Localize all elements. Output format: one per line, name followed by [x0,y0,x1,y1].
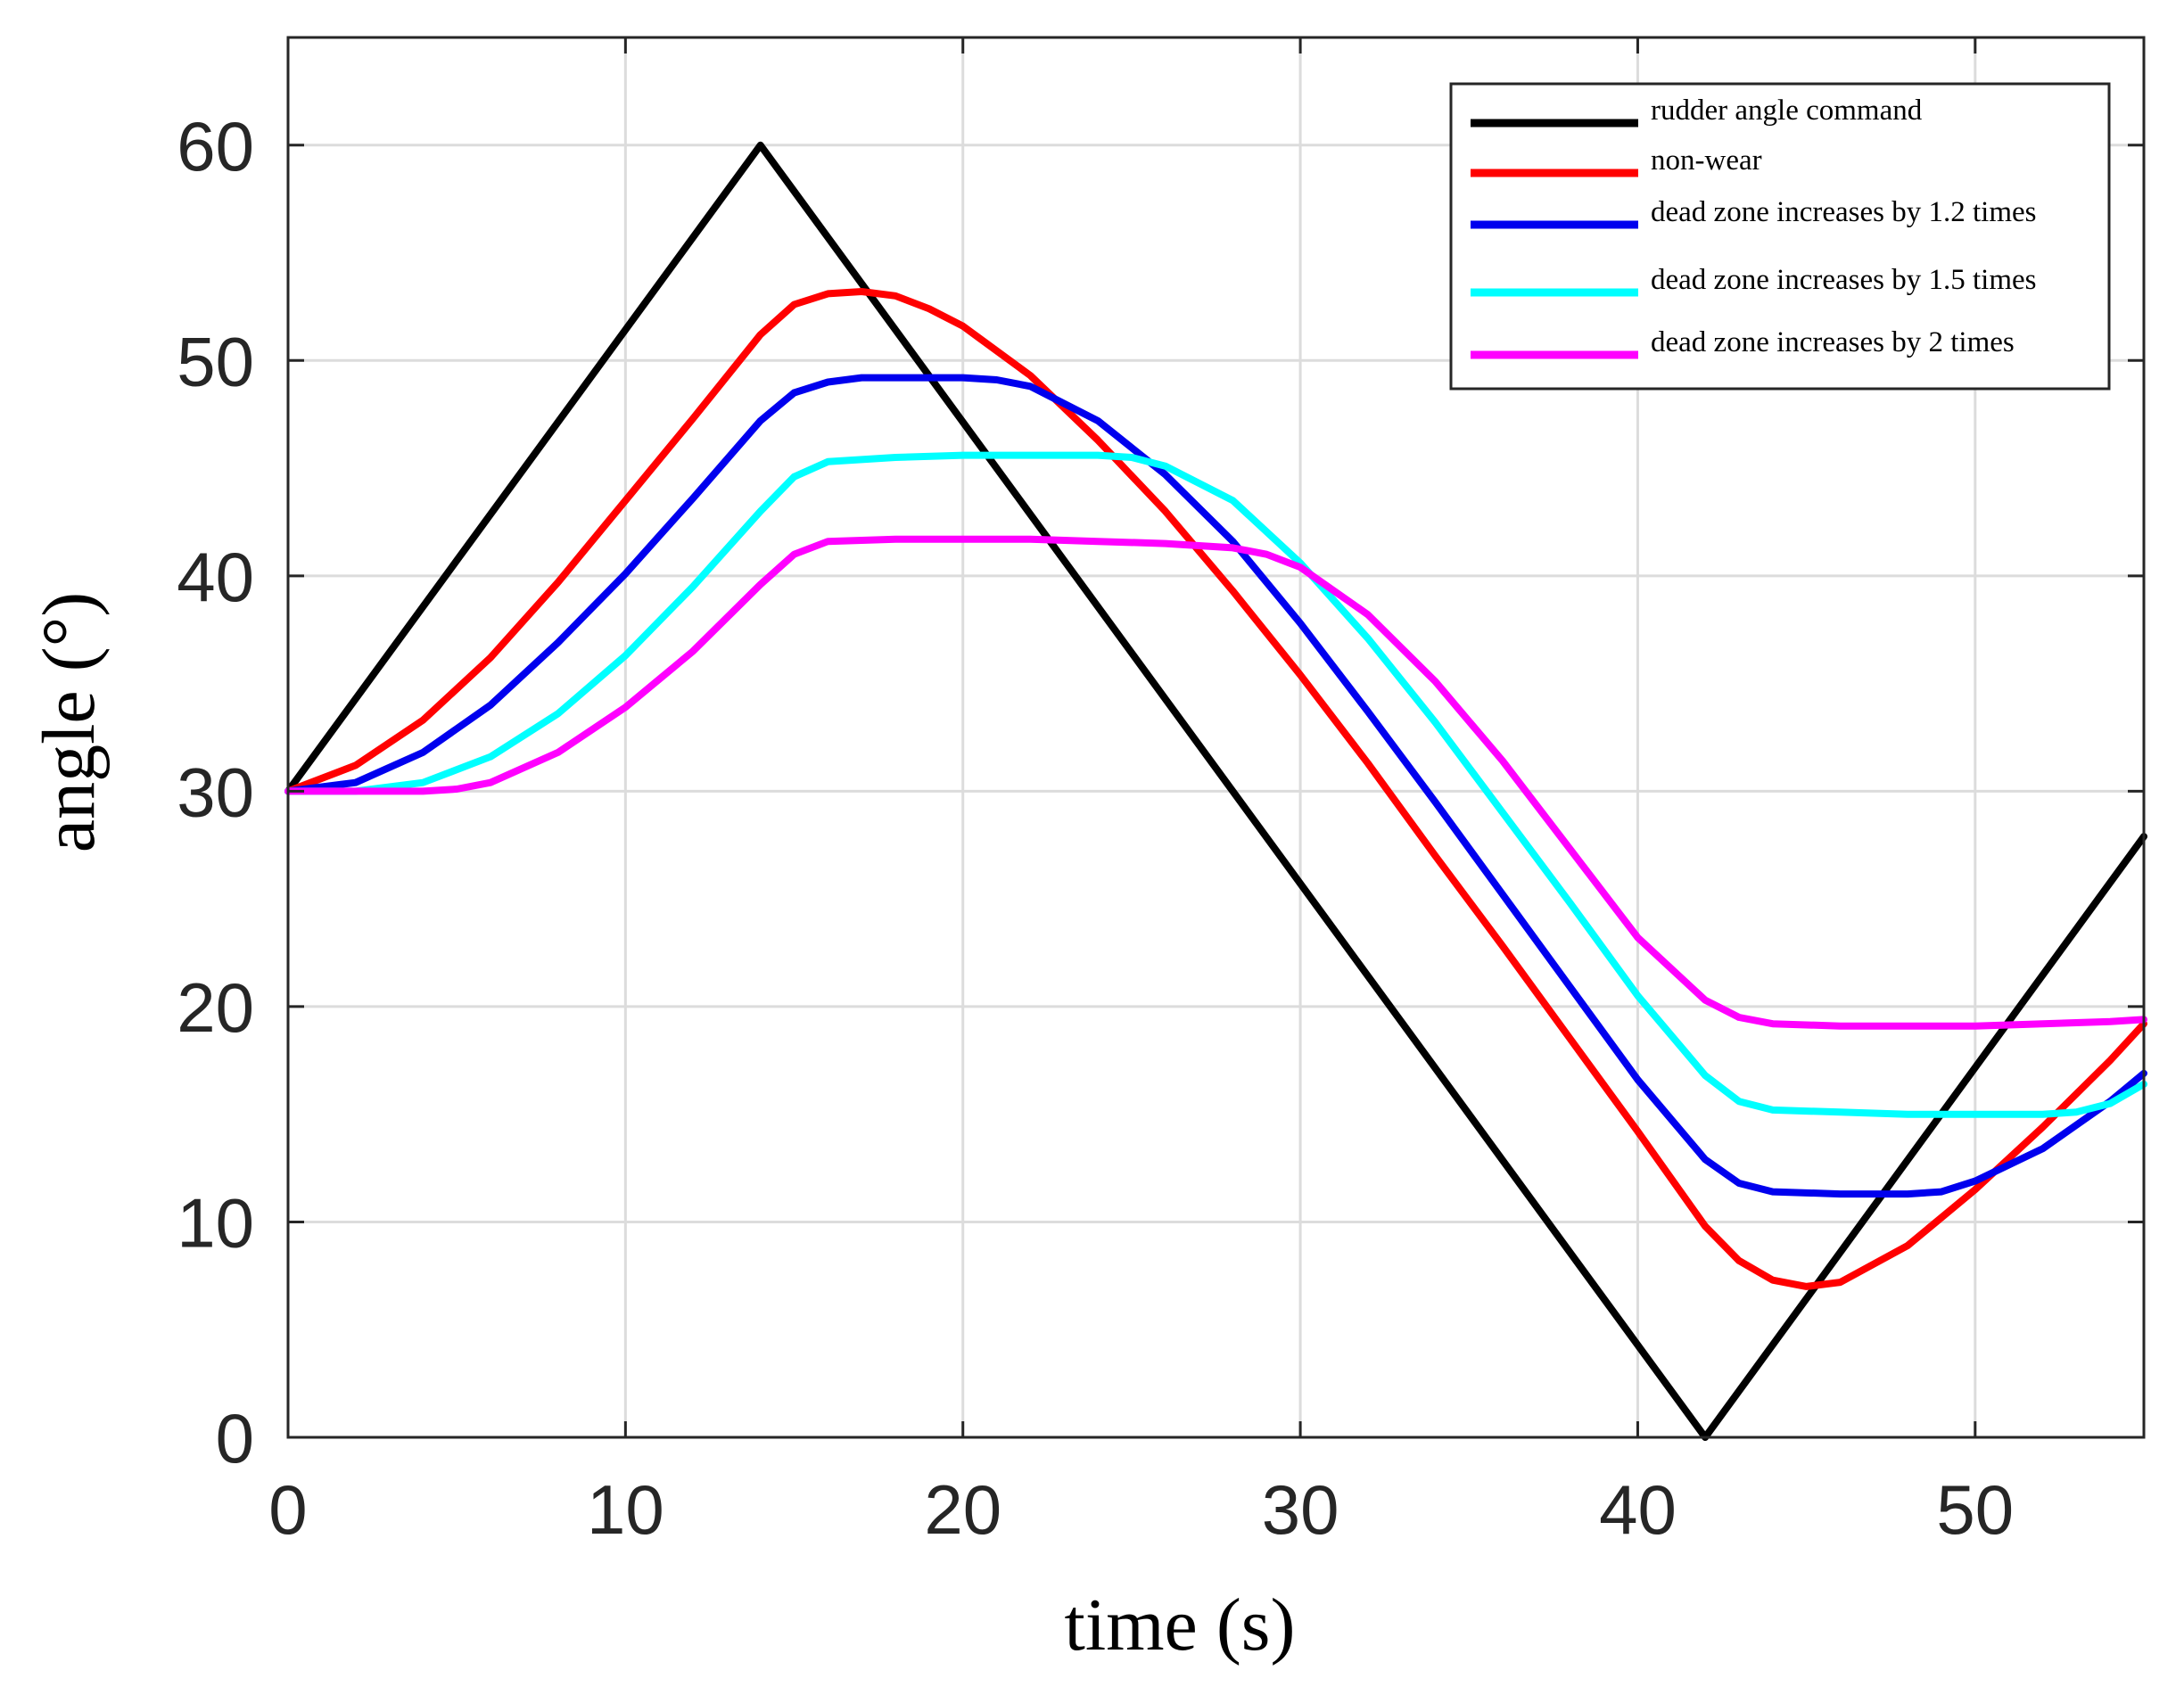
legend: rudder angle command non-wear dead zone in… [1449,82,2111,391]
series-line-non-wear [284,288,2147,1290]
series-line-dead-zone-increases-by-1-5-times [284,451,2147,1118]
legend-label: dead zone increases by 2 times [1651,326,2015,358]
legend-label: non-wear [1651,144,1762,177]
plot-area-frame [286,36,2146,1439]
y-tick-label: 10 [177,1183,254,1262]
x-tick-label: 0 [268,1470,307,1549]
x-tick-label: 30 [1262,1470,1339,1549]
y-axis-title: angle (°) [28,592,111,852]
legend-box [1449,82,2111,391]
x-tick-label: 50 [1936,1470,2014,1549]
y-tick-label: 0 [216,1399,254,1477]
series-line-dead-zone-increases-by-2-times [284,535,2147,1030]
y-tick-label: 50 [177,322,254,400]
x-tick-label: 10 [587,1470,664,1549]
y-tick-label: 60 [177,107,254,185]
x-axis-title: time (s) [1065,1584,1296,1666]
series-group [284,141,2147,1441]
legend-label: dead zone increases by 1.5 times [1651,264,2037,296]
x-tick-label: 20 [924,1470,1001,1549]
axis-ticks: 0 10 20 30 40 50 0 10 20 30 40 50 60 [177,37,2144,1549]
y-tick-label: 30 [177,753,254,831]
legend-label: dead zone increases by 1.2 times [1651,196,2037,228]
legend-label: rudder angle command [1651,95,1923,127]
y-tick-label: 40 [177,538,254,616]
y-tick-label: 20 [177,968,254,1047]
series-line-dead-zone-increases-by-1-2-times [284,374,2147,1198]
series-line-rudder-angle-command [284,141,2147,1441]
x-tick-label: 40 [1599,1470,1677,1549]
